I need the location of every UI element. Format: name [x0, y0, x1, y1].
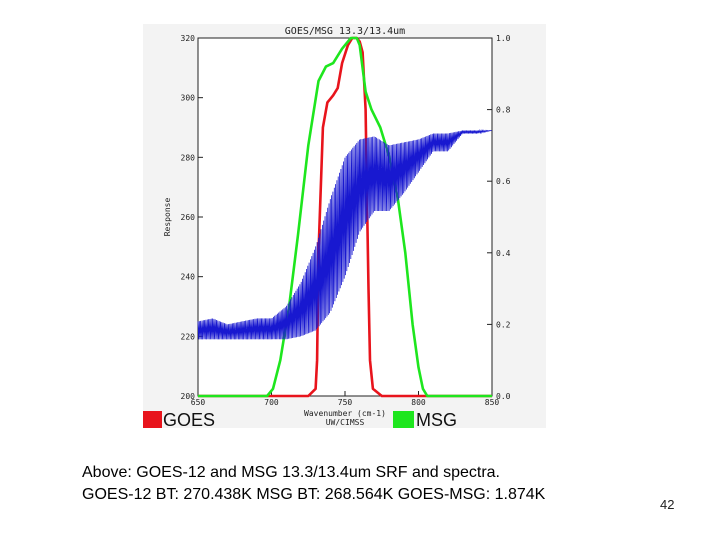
- y-right-tick-label: 0.0: [496, 392, 511, 401]
- x-axis-label: Wavenumber (cm-1): [304, 409, 386, 418]
- figure-caption: Above: GOES-12 and MSG 13.3/13.4um SRF a…: [82, 462, 642, 506]
- y-right-tick-label: 1.0: [496, 34, 511, 43]
- x-axis-sublabel: UW/CIMSS: [326, 418, 365, 427]
- chart-figure: 650 700 750 800 850 200 220 240 260 280 300 320 0.0 0…: [143, 24, 546, 428]
- x-tick-label: 700: [264, 398, 279, 407]
- chart-title: GOES/MSG 13.3/13.4um: [285, 26, 405, 37]
- legend-label-msg: MSG: [416, 410, 457, 428]
- y-right-tick-label: 0.8: [496, 106, 511, 115]
- chart-svg: 650 700 750 800 850 200 220 240 260 280 300 320 0.0 0…: [143, 26, 511, 428]
- y-left-tick-label: 260: [181, 213, 196, 222]
- series-line-spectrum: [197, 129, 492, 340]
- y-right-tick-label: 0.6: [496, 177, 511, 186]
- y-left-tick-label: 240: [181, 273, 196, 282]
- y-right-tick-label: 0.2: [496, 320, 511, 329]
- y-left-tick-label: 320: [181, 34, 196, 43]
- y-right-tick-label: 0.4: [496, 249, 511, 258]
- legend-swatch-msg: [393, 411, 414, 428]
- y-left-tick-label: 200: [181, 392, 196, 401]
- x-tick-label: 750: [338, 398, 353, 407]
- y-left-tick-label: 280: [181, 153, 196, 162]
- x-tick-label: 800: [411, 398, 426, 407]
- caption-line-1: Above: GOES-12 and MSG 13.3/13.4um SRF a…: [82, 464, 500, 481]
- page-number: 42: [660, 497, 675, 512]
- x-tick-label: 650: [191, 398, 206, 407]
- y-left-tick-label: 300: [181, 94, 196, 103]
- legend-swatch-goes: [143, 411, 162, 428]
- y-left-tick-label: 220: [181, 332, 196, 341]
- x-tick-label: 850: [485, 398, 500, 407]
- caption-line-2: GOES-12 BT: 270.438K MSG BT: 268.564K GO…: [82, 486, 546, 503]
- y-axis-label: Response: [163, 198, 172, 237]
- legend-label-goes: GOES: [163, 410, 215, 428]
